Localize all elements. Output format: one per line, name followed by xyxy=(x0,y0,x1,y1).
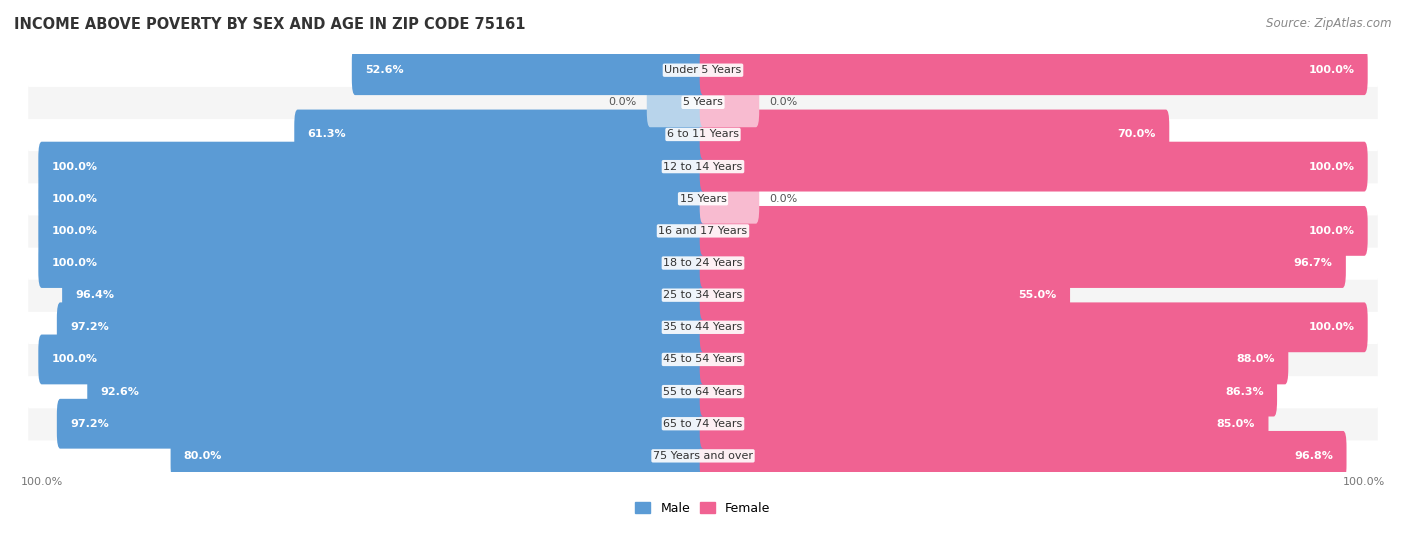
FancyBboxPatch shape xyxy=(700,174,759,224)
FancyBboxPatch shape xyxy=(700,431,1347,481)
Text: 45 to 54 Years: 45 to 54 Years xyxy=(664,354,742,364)
FancyBboxPatch shape xyxy=(28,54,1378,87)
Text: 5 Years: 5 Years xyxy=(683,97,723,107)
FancyBboxPatch shape xyxy=(294,110,706,159)
Text: 100.0%: 100.0% xyxy=(1309,226,1354,236)
FancyBboxPatch shape xyxy=(28,278,1378,312)
Text: 18 to 24 Years: 18 to 24 Years xyxy=(664,258,742,268)
FancyBboxPatch shape xyxy=(87,367,706,416)
FancyBboxPatch shape xyxy=(38,206,706,256)
Text: 97.2%: 97.2% xyxy=(70,419,108,429)
FancyBboxPatch shape xyxy=(28,182,1378,215)
Text: 75 Years and over: 75 Years and over xyxy=(652,451,754,461)
FancyBboxPatch shape xyxy=(28,343,1378,376)
FancyBboxPatch shape xyxy=(700,399,1268,449)
Text: 97.2%: 97.2% xyxy=(70,323,108,332)
Text: 96.8%: 96.8% xyxy=(1295,451,1333,461)
FancyBboxPatch shape xyxy=(700,334,1288,385)
Text: 55 to 64 Years: 55 to 64 Years xyxy=(664,387,742,396)
FancyBboxPatch shape xyxy=(28,150,1378,183)
FancyBboxPatch shape xyxy=(28,118,1378,151)
FancyBboxPatch shape xyxy=(56,302,706,352)
Text: 12 to 14 Years: 12 to 14 Years xyxy=(664,162,742,172)
FancyBboxPatch shape xyxy=(700,45,1368,95)
FancyBboxPatch shape xyxy=(700,302,1368,352)
Text: 100.0%: 100.0% xyxy=(52,258,97,268)
FancyBboxPatch shape xyxy=(28,439,1378,472)
Text: 15 Years: 15 Years xyxy=(679,194,727,203)
Text: 100.0%: 100.0% xyxy=(52,194,97,203)
FancyBboxPatch shape xyxy=(700,78,759,127)
FancyBboxPatch shape xyxy=(28,214,1378,248)
Text: Under 5 Years: Under 5 Years xyxy=(665,65,741,75)
Text: 25 to 34 Years: 25 to 34 Years xyxy=(664,290,742,300)
FancyBboxPatch shape xyxy=(28,407,1378,440)
FancyBboxPatch shape xyxy=(28,375,1378,408)
Text: 100.0%: 100.0% xyxy=(52,162,97,172)
FancyBboxPatch shape xyxy=(28,311,1378,344)
Text: 35 to 44 Years: 35 to 44 Years xyxy=(664,323,742,332)
FancyBboxPatch shape xyxy=(700,367,1277,416)
FancyBboxPatch shape xyxy=(38,174,706,224)
FancyBboxPatch shape xyxy=(38,142,706,192)
FancyBboxPatch shape xyxy=(56,399,706,449)
Text: 100.0%: 100.0% xyxy=(1309,65,1354,75)
Text: 96.7%: 96.7% xyxy=(1294,258,1333,268)
FancyBboxPatch shape xyxy=(700,238,1346,288)
Text: 96.4%: 96.4% xyxy=(76,290,114,300)
FancyBboxPatch shape xyxy=(38,238,706,288)
FancyBboxPatch shape xyxy=(700,206,1368,256)
Text: 100.0%: 100.0% xyxy=(52,354,97,364)
Text: 85.0%: 85.0% xyxy=(1216,419,1256,429)
Text: Source: ZipAtlas.com: Source: ZipAtlas.com xyxy=(1267,17,1392,30)
Text: 52.6%: 52.6% xyxy=(366,65,404,75)
FancyBboxPatch shape xyxy=(38,334,706,385)
Text: 65 to 74 Years: 65 to 74 Years xyxy=(664,419,742,429)
Text: INCOME ABOVE POVERTY BY SEX AND AGE IN ZIP CODE 75161: INCOME ABOVE POVERTY BY SEX AND AGE IN Z… xyxy=(14,17,526,32)
Text: 80.0%: 80.0% xyxy=(184,451,222,461)
Text: 0.0%: 0.0% xyxy=(769,97,797,107)
Text: 100.0%: 100.0% xyxy=(1309,323,1354,332)
FancyBboxPatch shape xyxy=(700,270,1070,320)
Legend: Male, Female: Male, Female xyxy=(630,497,776,520)
Text: 0.0%: 0.0% xyxy=(609,97,637,107)
FancyBboxPatch shape xyxy=(700,142,1368,192)
Text: 92.6%: 92.6% xyxy=(100,387,139,396)
FancyBboxPatch shape xyxy=(28,86,1378,119)
Text: 86.3%: 86.3% xyxy=(1225,387,1264,396)
FancyBboxPatch shape xyxy=(28,247,1378,280)
Text: 0.0%: 0.0% xyxy=(769,194,797,203)
Text: 55.0%: 55.0% xyxy=(1018,290,1057,300)
FancyBboxPatch shape xyxy=(700,110,1170,159)
FancyBboxPatch shape xyxy=(62,270,706,320)
Text: 16 and 17 Years: 16 and 17 Years xyxy=(658,226,748,236)
FancyBboxPatch shape xyxy=(647,78,706,127)
Text: 100.0%: 100.0% xyxy=(1309,162,1354,172)
Text: 88.0%: 88.0% xyxy=(1237,354,1275,364)
Text: 70.0%: 70.0% xyxy=(1118,130,1156,140)
FancyBboxPatch shape xyxy=(170,431,706,481)
Text: 61.3%: 61.3% xyxy=(308,130,346,140)
Text: 6 to 11 Years: 6 to 11 Years xyxy=(666,130,740,140)
FancyBboxPatch shape xyxy=(352,45,706,95)
Text: 100.0%: 100.0% xyxy=(52,226,97,236)
